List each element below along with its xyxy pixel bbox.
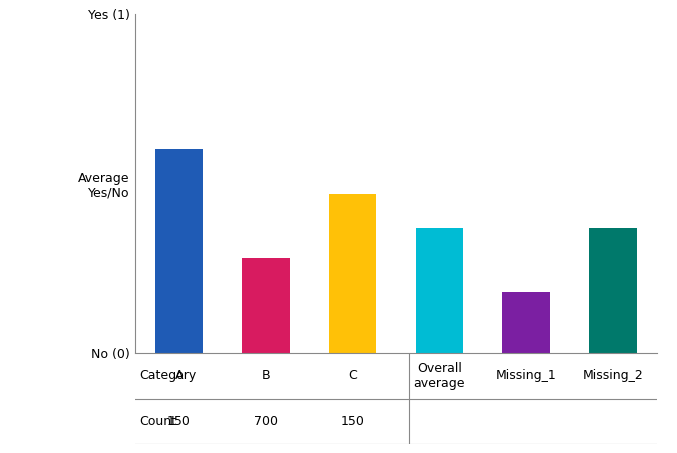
Bar (502, 292, 550, 353)
Text: C: C (348, 370, 357, 382)
Text: B: B (261, 370, 270, 382)
Bar (329, 193, 376, 353)
Text: Count: Count (139, 415, 177, 428)
Text: 150: 150 (167, 415, 191, 428)
Text: A: A (175, 370, 183, 382)
Text: 700: 700 (254, 415, 278, 428)
Bar (416, 227, 463, 353)
Text: Missing_1: Missing_1 (496, 370, 556, 382)
Text: Overall
average: Overall average (414, 362, 465, 390)
Text: Missing_2: Missing_2 (583, 370, 644, 382)
Text: 150: 150 (341, 415, 364, 428)
Text: Category: Category (139, 370, 197, 382)
Bar (242, 258, 290, 353)
Bar (590, 227, 637, 353)
Bar (155, 149, 202, 353)
